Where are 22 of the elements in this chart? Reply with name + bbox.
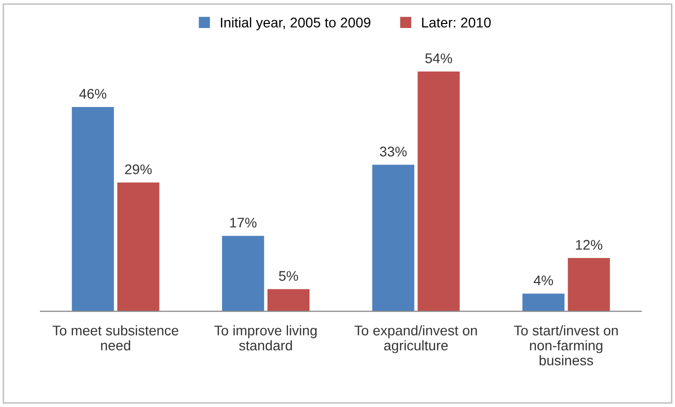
data-label: 54% — [425, 53, 452, 64]
bar — [372, 164, 414, 312]
data-label: 12% — [576, 240, 602, 250]
bar — [72, 107, 114, 312]
x-tick-label: To expand/invest on agriculture — [354, 325, 477, 354]
data-label: 4% — [534, 276, 553, 286]
data-label: 29% — [125, 164, 152, 174]
x-tick-label: To start/invest on non-farming business — [514, 325, 618, 366]
bar — [222, 236, 264, 312]
data-label: 17% — [230, 218, 256, 228]
data-label: 46% — [79, 88, 106, 99]
bar — [117, 182, 160, 312]
bar — [522, 294, 564, 312]
bar — [568, 258, 610, 312]
bar — [418, 72, 460, 312]
legend-label: Initial year, 2005 to 2009 — [220, 17, 370, 30]
data-label: 5% — [279, 271, 298, 281]
x-tick-label: To meet subsistence need — [52, 325, 178, 350]
legend-label: Later: 2010 — [422, 18, 491, 28]
x-tick-label: To improve living standard — [214, 325, 317, 350]
data-label: 33% — [380, 146, 407, 156]
bar — [267, 289, 310, 312]
